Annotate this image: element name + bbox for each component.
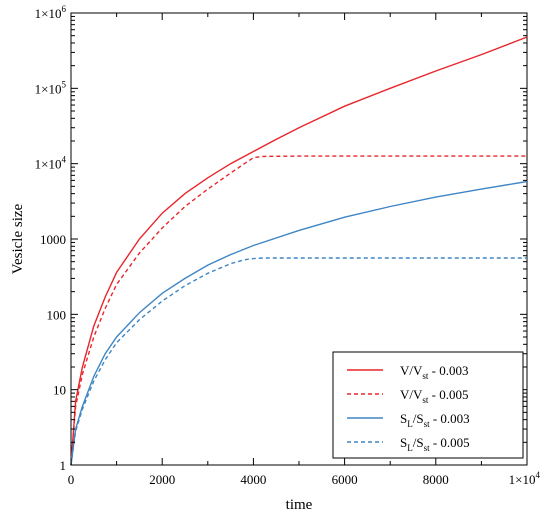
y-tick-label: 10 [53,383,66,398]
series-layer [70,36,528,466]
y-axis-ticks: 1 10 100 1000 1×104 1×105 1×106 [35,4,527,473]
x-axis-ticks: 0 2000 4000 6000 8000 1×104 [68,13,541,487]
legend-label-4: SL/Sst - 0.005 [400,435,470,453]
y-tick-label: 100 [47,307,67,322]
plot-area: 0 2000 4000 6000 8000 1×104 1 10 100 1000 1×104 1×… [35,4,541,487]
series-line-2 [70,155,527,466]
x-tick-label: 2000 [149,472,175,487]
legend-items: V/Vst - 0.003 V/Vst - 0.005 SL/Sst - 0.003… [347,363,470,453]
y-tick-label: 1 [60,458,67,473]
legend-label-1: V/Vst - 0.003 [400,363,469,381]
x-tick-label: 1×104 [509,470,541,487]
y-tick-label: 1000 [40,232,66,247]
x-tick-label: 0 [68,472,75,487]
x-tick-label: 6000 [332,472,358,487]
y-tick-label: 1×104 [35,155,67,172]
series-line-3 [70,180,528,466]
y-tick-label: 1×106 [35,4,67,21]
y-axis-label: Vesicle size [10,203,26,274]
series-line-4 [70,257,527,466]
series-line-1 [70,36,528,466]
y-tick-label: 1×105 [35,79,67,96]
x-axis-label: time [286,497,313,513]
legend: V/Vst - 0.003 V/Vst - 0.005 SL/Sst - 0.003… [332,351,524,459]
legend-label-3: SL/Sst - 0.003 [400,411,470,429]
x-tick-label: 8000 [423,472,449,487]
x-tick-label: 4000 [240,472,266,487]
legend-label-2: V/Vst - 0.005 [400,387,469,405]
